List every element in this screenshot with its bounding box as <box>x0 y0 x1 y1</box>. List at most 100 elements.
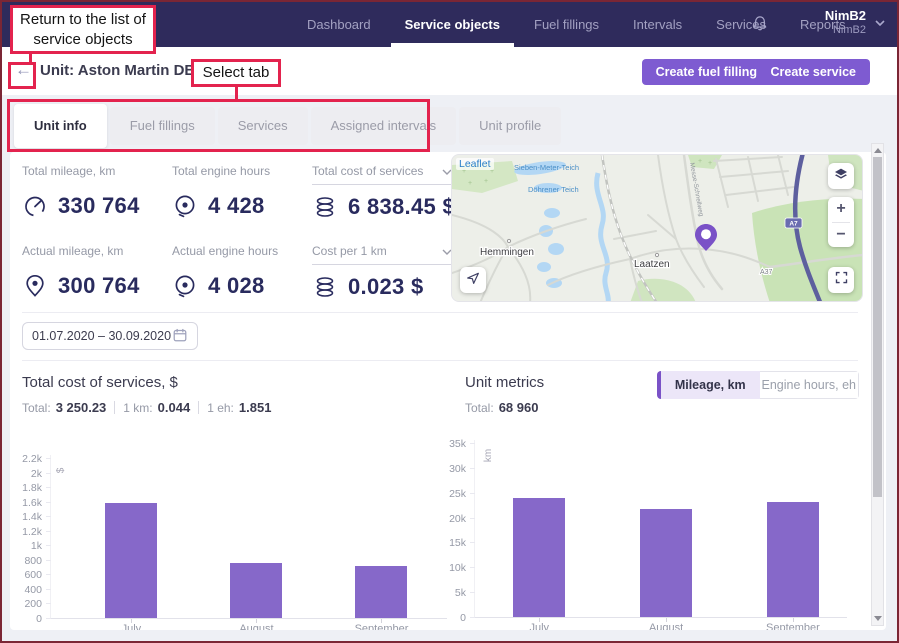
metric-value: 300 764 <box>58 273 140 299</box>
y-axis-tick <box>470 542 475 543</box>
metric-label: Total mileage, km <box>22 164 172 184</box>
zoom-out-button[interactable]: − <box>828 223 854 248</box>
zoom-in-button[interactable]: + <box>828 197 854 222</box>
unit-header: ← Unit: Aston Martin DB5 Create fuel fil… <box>2 47 897 95</box>
y-axis-tick-label: 1.4k <box>22 511 42 523</box>
bar[interactable] <box>513 498 565 617</box>
y-axis-tick-label: 20k <box>449 513 466 525</box>
metric-value: 6 838.45 $ <box>348 194 455 220</box>
metric-label: Actual mileage, km <box>22 244 172 264</box>
x-axis-label: July <box>122 623 142 630</box>
nav-item-service-objects[interactable]: Service objects <box>405 2 500 47</box>
notifications-bell-icon[interactable] <box>750 14 770 34</box>
y-axis-tick-label: 2k <box>31 468 42 480</box>
metric-label[interactable]: Cost per 1 km <box>312 244 452 265</box>
tab-unit-profile[interactable]: Unit profile <box>459 107 561 145</box>
metric-total-engine-hours: Total engine hours4 428 <box>172 164 322 219</box>
unit-info-panel: Total mileage, km 330 764 Total engine hou… <box>10 152 886 630</box>
page-title: Unit: Aston Martin DB5 <box>40 62 204 79</box>
metric-value-row: 4 028 <box>172 273 322 299</box>
y-axis-tick <box>46 502 51 503</box>
divider <box>22 360 858 361</box>
totals-value: 3 250.23 <box>56 400 107 415</box>
create-fuel-filling-button[interactable]: Create fuel filling <box>642 59 771 85</box>
svg-text:A7: A7 <box>789 221 798 228</box>
y-axis-tick <box>470 443 475 444</box>
chart-totals-cost: Total:3 250.231 km:0.0441 eh:1.851 <box>22 400 271 415</box>
coins-icon <box>312 274 338 300</box>
date-range-input[interactable]: 01.07.2020 – 30.09.2020 <box>22 322 198 350</box>
y-axis-tick <box>46 473 51 474</box>
y-axis-tick-label: 25k <box>449 488 466 500</box>
metric-label-text: Total cost of services <box>312 164 423 178</box>
toggle-engine-hours-eh[interactable]: Engine hours, eh <box>760 371 860 399</box>
annotation-back-arrow-highlight <box>8 62 36 89</box>
x-axis-label: September <box>355 623 409 630</box>
nav-item-intervals[interactable]: Intervals <box>633 2 682 47</box>
bar[interactable] <box>230 563 282 618</box>
metric-value-row: 330 764 <box>22 193 172 219</box>
nav-item-dashboard[interactable]: Dashboard <box>307 2 371 47</box>
nav-item-fuel-fillings[interactable]: Fuel fillings <box>534 2 599 47</box>
speedometer-icon <box>22 193 48 219</box>
metric-value-row: 6 838.45 $ <box>312 194 462 220</box>
y-axis-tick <box>470 468 475 469</box>
chart-title-metrics: Unit metrics <box>465 374 544 391</box>
engine-hours-icon <box>172 193 198 219</box>
bar[interactable] <box>640 509 692 617</box>
layers-icon <box>833 166 849 187</box>
y-axis-tick <box>470 592 475 593</box>
totals-value: 68 960 <box>499 400 539 415</box>
toggle-mileage-km[interactable]: Mileage, km <box>657 371 760 399</box>
y-axis-tick-label: 5k <box>455 587 466 599</box>
y-axis-tick <box>46 603 51 604</box>
map-fullscreen-button[interactable] <box>828 267 854 293</box>
metric-label: Total engine hours <box>172 164 322 184</box>
leaflet-attribution[interactable]: Leaflet <box>456 158 494 170</box>
totals-label: 1 eh: <box>207 401 234 415</box>
unit-metrics-toggle: Mileage, kmEngine hours, eh <box>657 371 859 399</box>
y-axis-line <box>50 455 51 619</box>
divider <box>22 312 858 313</box>
bar-chart-cost: $02004006008001k1.2k1.4k1.6k1.8k2k2.2kJu… <box>50 449 447 619</box>
bar[interactable] <box>355 566 407 618</box>
y-axis-tick-label: 0 <box>460 612 466 624</box>
map-layers-button[interactable] <box>828 163 854 189</box>
map[interactable]: +++ ++ ++ <box>451 154 863 302</box>
y-axis-tick-label: 1k <box>31 540 42 552</box>
metric-label-text: Actual mileage, km <box>22 244 123 258</box>
totals-label: Total: <box>465 401 494 415</box>
create-service-button[interactable]: Create service <box>757 59 870 85</box>
metric-cost-per-1-km[interactable]: Cost per 1 km0.023 $ <box>312 244 462 300</box>
totals-value: 0.044 <box>158 400 191 415</box>
svg-text:A37: A37 <box>760 269 773 276</box>
vertical-scrollbar[interactable] <box>871 143 884 626</box>
bar[interactable] <box>767 502 819 617</box>
map-locate-button[interactable] <box>460 267 486 293</box>
metric-label[interactable]: Total cost of services <box>312 164 452 185</box>
y-axis-tick <box>470 567 475 568</box>
metric-value-row: 300 764 <box>22 273 172 299</box>
y-axis-tick-label: 10k <box>449 562 466 574</box>
svg-text:+: + <box>484 178 488 185</box>
fullscreen-icon <box>834 270 849 290</box>
svg-text:+: + <box>468 180 472 187</box>
scrollbar-down-arrow[interactable] <box>874 616 882 621</box>
scrollbar-up-arrow[interactable] <box>874 148 882 153</box>
scrollbar-thumb[interactable] <box>873 157 882 497</box>
y-axis-tick-label: 15k <box>449 537 466 549</box>
metric-value: 330 764 <box>58 193 140 219</box>
user-menu[interactable]: NimB2 NimB2 <box>825 8 885 37</box>
totals-separator <box>198 401 199 414</box>
y-axis-tick-label: 400 <box>24 584 42 596</box>
bar[interactable] <box>105 503 157 618</box>
map-tiles: +++ ++ ++ <box>452 155 863 302</box>
annotation-tabs-highlight <box>7 99 430 152</box>
x-axis-line <box>474 617 847 618</box>
x-axis-label: September <box>766 622 820 630</box>
y-axis-tick-label: 200 <box>24 598 42 610</box>
metric-total-cost-of-services[interactable]: Total cost of services 6 838.45 $ <box>312 164 462 220</box>
chevron-down-icon <box>875 13 885 31</box>
svg-text:Sieben-Meter-Teich: Sieben-Meter-Teich <box>514 163 579 172</box>
annotation-select-tab-note: Select tab <box>191 59 281 87</box>
